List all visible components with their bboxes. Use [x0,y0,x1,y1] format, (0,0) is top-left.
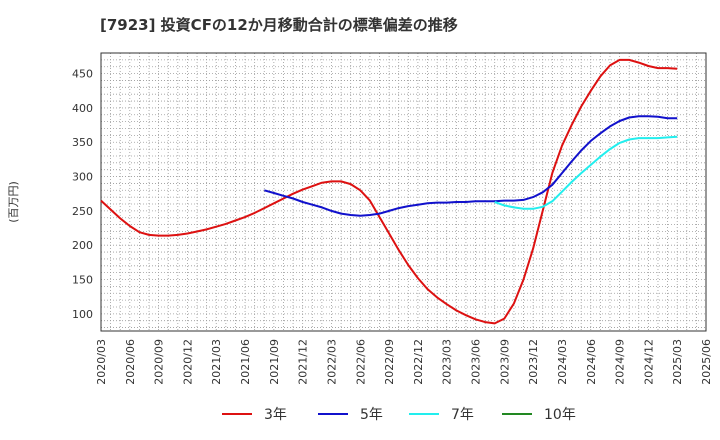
legend-label-1: 5年 [360,407,383,423]
x-tick-label: 2023/12 [527,339,540,385]
x-tick-label: 2021/09 [268,339,281,385]
x-tick-label: 2021/03 [210,339,223,385]
x-tick-label: 2024/12 [642,339,655,385]
y-tick-label: 450 [72,68,93,81]
x-tick-label: 2020/06 [124,339,137,385]
chart-title: [7923] 投資CFの12か月移動合計の標準偏差の推移 [100,16,458,34]
grid-layer [101,53,706,331]
legend-label-3: 10年 [544,407,576,423]
x-tick-label: 2024/06 [585,339,598,385]
series-line-1 [264,115,678,217]
y-tick-label: 300 [72,171,93,184]
series-line-2 [494,135,678,210]
x-tick-label: 2023/06 [470,339,483,385]
series-layer [100,58,678,325]
x-tick-label: 2025/06 [700,339,713,385]
y-tick-label: 350 [72,136,93,149]
y-axis-ticks: 100 150 200 250 300 350 400 450 [72,68,93,321]
legend-label-2: 7年 [451,407,474,423]
x-tick-label: 2020/09 [153,339,166,385]
y-tick-label: 200 [72,239,93,252]
x-tick-label: 2020/12 [181,339,194,385]
x-tick-label: 2023/09 [498,339,511,385]
y-axis-label: (百万円) [7,181,20,223]
y-tick-label: 400 [72,102,93,115]
plot-frame [100,52,707,332]
x-tick-label: 2021/06 [239,339,252,385]
x-tick-label: 2022/12 [412,339,425,385]
x-tick-label: 2023/03 [441,339,454,385]
x-tick-label: 2024/09 [614,339,627,385]
x-tick-label: 2022/09 [383,339,396,385]
x-tick-label: 2022/03 [325,339,338,385]
x-axis-ticks: 2020/03 2020/06 2020/09 2020/12 2021/03 2021/… [95,339,713,385]
legend: 3年 5年 7年 10年 [222,407,576,423]
y-tick-label: 250 [72,205,93,218]
y-tick-label: 100 [72,308,93,321]
x-tick-label: 2022/06 [354,339,367,385]
series-line-0 [100,58,678,325]
x-tick-label: 2025/03 [671,339,684,385]
y-tick-label: 150 [72,274,93,287]
legend-label-0: 3年 [264,407,287,423]
x-tick-label: 2021/12 [297,339,310,385]
x-tick-label: 2020/03 [95,339,108,385]
x-tick-label: 2024/03 [556,339,569,385]
